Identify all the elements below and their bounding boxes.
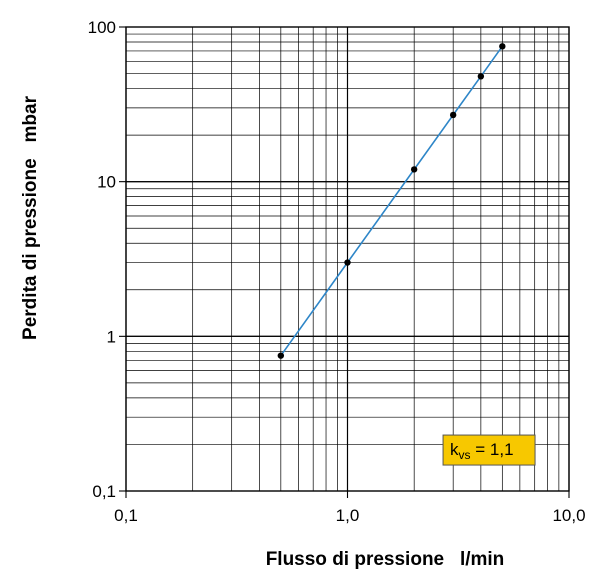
y-tick-label: 1	[107, 327, 116, 346]
kvs-subscript: vs	[459, 448, 471, 462]
y-axis-title: Perdita di pressione mbar	[20, 95, 41, 340]
series-group	[277, 43, 506, 359]
y-tick-label: 10	[97, 173, 116, 192]
plot-frame	[125, 26, 570, 492]
kvs-annotation-text: kvs = 1,1	[450, 440, 514, 462]
kvs-annotation: kvs = 1,1	[442, 434, 536, 466]
x-axis-title: Flusso di pressione l/min	[266, 549, 505, 570]
data-point	[344, 259, 351, 266]
x-tick-label: 0,1	[114, 506, 138, 525]
series-line	[280, 45, 503, 357]
kvs-annotation-box	[442, 434, 536, 466]
y-tick-label: 0,1	[92, 482, 116, 501]
data-point	[449, 111, 457, 119]
x-tick-label: 10,0	[552, 506, 585, 525]
x-tick-label: 1,0	[336, 506, 360, 525]
data-point	[277, 352, 285, 359]
data-point	[499, 43, 506, 50]
data-point	[410, 166, 418, 173]
y-tick-label: 100	[88, 18, 116, 37]
kvs-k: k	[450, 440, 459, 459]
kvs-value: = 1,1	[471, 440, 514, 459]
grid-lines	[119, 26, 570, 498]
tick-labels: 0,1 1 10 100 0,1 1,0 10,0	[88, 18, 586, 525]
data-point	[477, 73, 485, 80]
